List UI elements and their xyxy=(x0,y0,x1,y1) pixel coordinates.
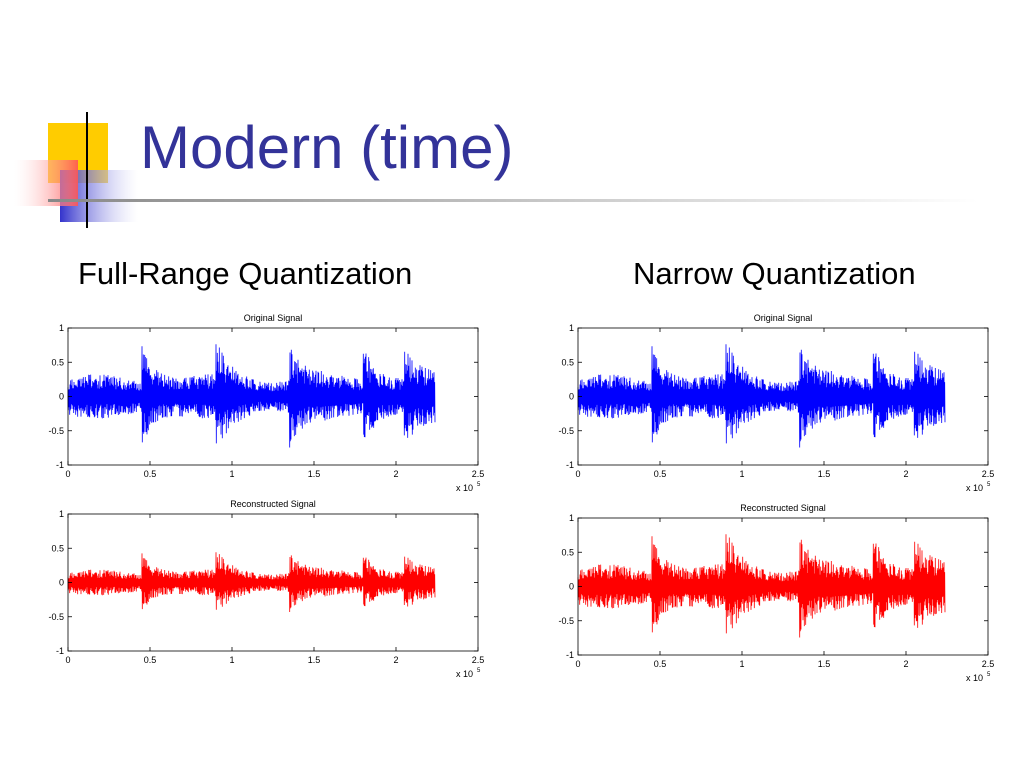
narrow-original-ytick-label: -1 xyxy=(566,460,574,470)
full-reconstructed-ytick-label: 1 xyxy=(59,509,64,519)
narrow-reconstructed-xtick-label: 2 xyxy=(903,659,908,669)
narrow-reconstructed-xtick-label: 2.5 xyxy=(982,659,995,669)
full-original-ytick-label: 1 xyxy=(59,323,64,333)
narrow-original-ytick-label: 0.5 xyxy=(561,357,574,367)
narrow-reconstructed-xtick-label: 0.5 xyxy=(654,659,667,669)
title-decoration xyxy=(14,112,978,228)
narrow-reconstructed-ytick-label: -0.5 xyxy=(558,616,574,626)
narrow-original-xtick-label: 2 xyxy=(903,469,908,479)
title-underline xyxy=(48,199,978,202)
full-original-ytick-label: -0.5 xyxy=(48,426,64,436)
full-reconstructed-ytick-label: 0 xyxy=(59,578,64,588)
full-original-ytick-label: 0.5 xyxy=(51,357,64,367)
full-reconstructed-xtick-label: 0.5 xyxy=(144,655,157,665)
narrow-original-xtick-label: 2.5 xyxy=(982,469,995,479)
full-original-xtick-label: 0 xyxy=(65,469,70,479)
full-original-xtick-label: 1 xyxy=(229,469,234,479)
narrow-original-xtick-label: 0.5 xyxy=(654,469,667,479)
full-original-title: Original Signal xyxy=(244,313,303,323)
plot-full-original: Original Signal 0 0.5 1 1.5 2 2.5 1 0.5 0 -0.5 -1 x … xyxy=(48,313,485,493)
narrow-original-ytick-label: -0.5 xyxy=(558,426,574,436)
full-reconstructed-xtick-label: 2.5 xyxy=(472,655,485,665)
full-original-xtick-label: 2.5 xyxy=(472,469,485,479)
full-reconstructed-xtick-label: 2 xyxy=(393,655,398,665)
heading-full-range: Full-Range Quantization xyxy=(78,256,413,291)
full-original-x-exponent: 5 xyxy=(477,482,481,488)
full-reconstructed-xtick-label: 0 xyxy=(65,655,70,665)
slide-title: Modern (time) xyxy=(140,114,514,181)
full-reconstructed-ytick-label: -1 xyxy=(56,646,64,656)
narrow-original-xtick-label: 1 xyxy=(739,469,744,479)
full-original-ytick-label: -1 xyxy=(56,460,64,470)
narrow-original-x-exponent: 5 xyxy=(987,482,991,488)
full-reconstructed-xtick-label: 1.5 xyxy=(308,655,321,665)
narrow-reconstructed-x-exponent: 5 xyxy=(987,672,991,678)
full-reconstructed-ytick-label: -0.5 xyxy=(48,612,64,622)
narrow-reconstructed-ytick-label: -1 xyxy=(566,650,574,660)
narrow-reconstructed-title: Reconstructed Signal xyxy=(740,503,826,513)
deco-red-square xyxy=(14,160,78,206)
full-original-x-multiplier: x 10 xyxy=(456,483,473,493)
narrow-reconstructed-ytick-label: 1 xyxy=(569,513,574,523)
narrow-original-xtick-label: 1.5 xyxy=(818,469,831,479)
narrow-reconstructed-x-multiplier: x 10 xyxy=(966,673,983,683)
narrow-reconstructed-xtick-label: 1.5 xyxy=(818,659,831,669)
narrow-reconstructed-xtick-label: 1 xyxy=(739,659,744,669)
plot-narrow-reconstructed: Reconstructed Signal 0 0.5 1 1.5 2 2.5 1 0.5 0 -0.… xyxy=(558,503,995,683)
full-reconstructed-signal-trace xyxy=(67,552,436,613)
narrow-original-ytick-label: 1 xyxy=(569,323,574,333)
narrow-reconstructed-xtick-label: 0 xyxy=(575,659,580,669)
narrow-original-xtick-label: 0 xyxy=(575,469,580,479)
full-original-ytick-label: 0 xyxy=(59,392,64,402)
full-reconstructed-x-multiplier: x 10 xyxy=(456,669,473,679)
narrow-original-x-multiplier: x 10 xyxy=(966,483,983,493)
narrow-reconstructed-ytick-label: 0.5 xyxy=(561,547,574,557)
heading-narrow: Narrow Quantization xyxy=(633,256,916,291)
full-reconstructed-x-exponent: 5 xyxy=(477,668,481,674)
narrow-reconstructed-signal-trace xyxy=(577,534,946,638)
full-original-xtick-label: 0.5 xyxy=(144,469,157,479)
narrow-reconstructed-ytick-label: 0 xyxy=(569,582,574,592)
full-reconstructed-xtick-label: 1 xyxy=(229,655,234,665)
full-reconstructed-ytick-label: 0.5 xyxy=(51,543,64,553)
plot-narrow-original: Original Signal 0 0.5 1 1.5 2 2.5 1 0.5 0 -0.5 -1 x … xyxy=(558,313,995,493)
full-original-xtick-label: 1.5 xyxy=(308,469,321,479)
narrow-original-signal-trace xyxy=(577,344,946,448)
full-reconstructed-title: Reconstructed Signal xyxy=(230,499,316,509)
plot-full-reconstructed: Reconstructed Signal 0 0.5 1 1.5 2 2.5 1 0.5 0 -0.… xyxy=(48,499,485,679)
full-original-xtick-label: 2 xyxy=(393,469,398,479)
narrow-original-title: Original Signal xyxy=(754,313,813,323)
narrow-original-ytick-label: 0 xyxy=(569,392,574,402)
full-original-signal-trace xyxy=(67,344,436,448)
